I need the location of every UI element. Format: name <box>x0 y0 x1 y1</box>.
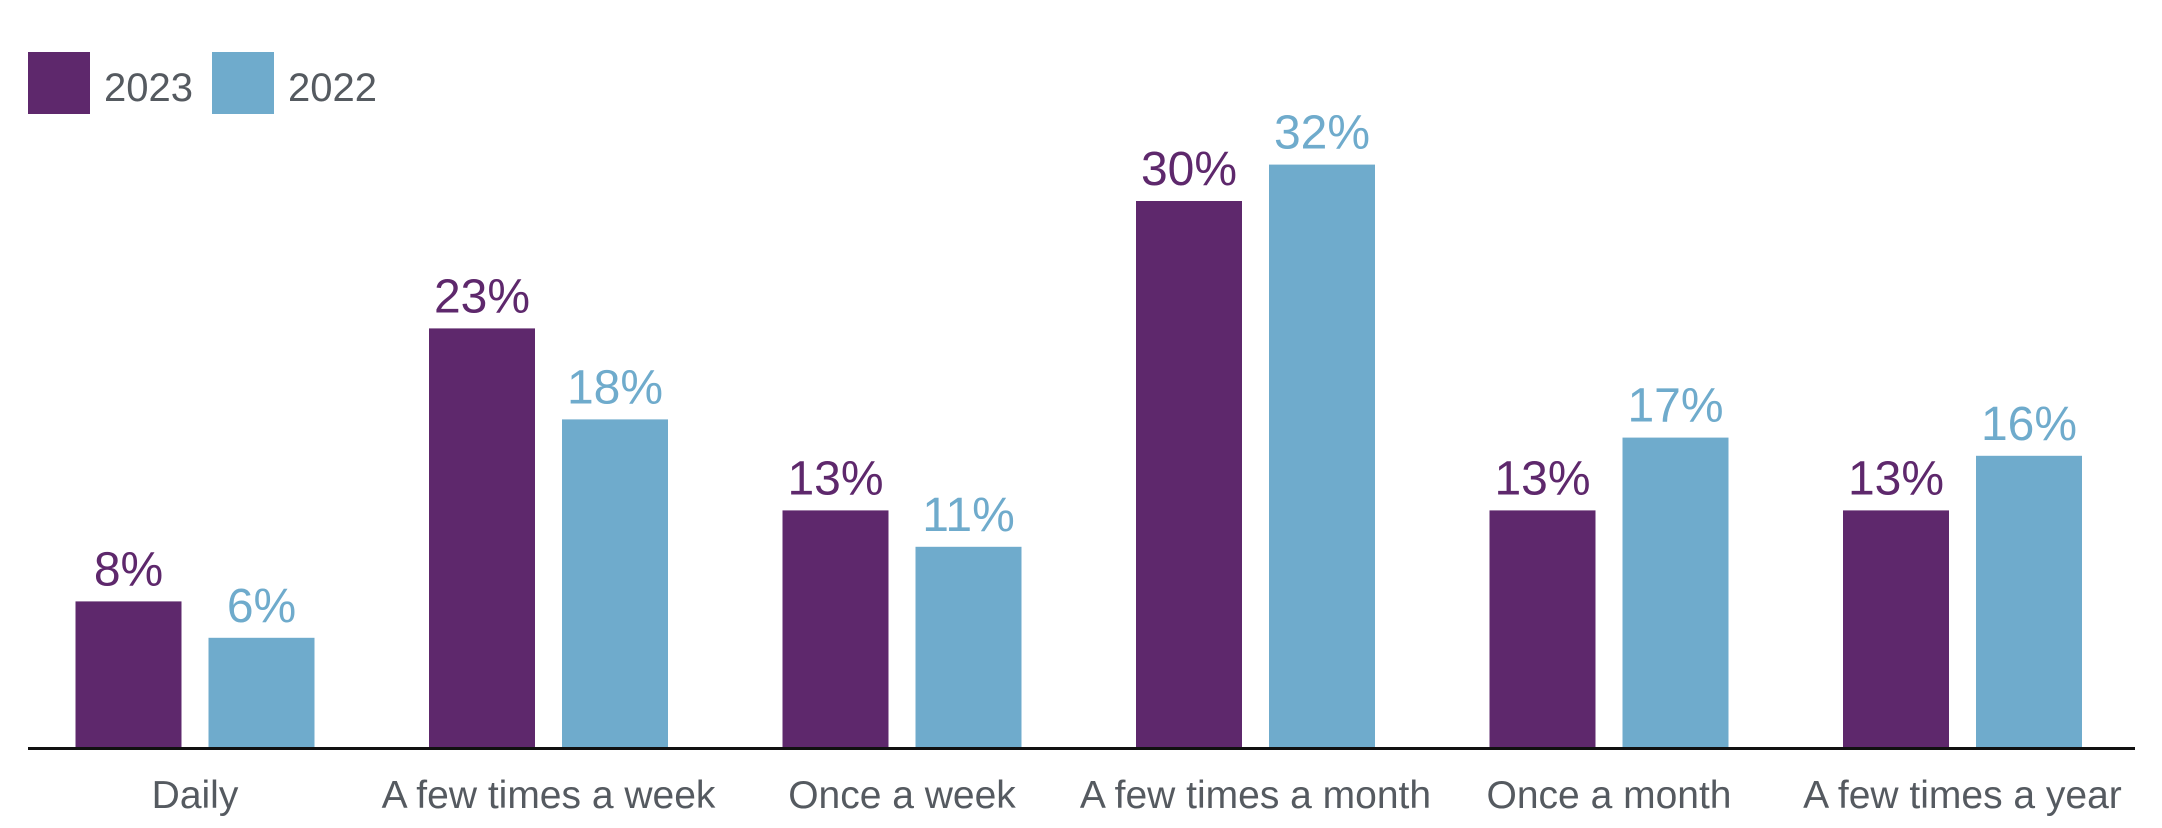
bar-2022-daily <box>208 637 315 747</box>
bar-2022-once-a-week <box>915 546 1022 747</box>
value-label-2023-a-few-times-a-year: 13% <box>1848 452 1944 505</box>
legend-label-2022: 2022 <box>288 66 377 110</box>
bar-2022-a-few-times-a-week <box>562 419 668 747</box>
legend: 2023 2022 <box>28 52 377 114</box>
value-label-2022-daily: 6% <box>227 580 296 633</box>
bar-2023-once-a-week <box>782 510 889 747</box>
legend-swatch-2022 <box>212 52 274 114</box>
x-tick-label-once-a-week: Once a week <box>788 774 1016 817</box>
x-tick-label-once-a-month: Once a month <box>1487 774 1732 817</box>
bars <box>75 164 2082 748</box>
legend-swatch-2023 <box>28 52 90 114</box>
value-label-2023-daily: 8% <box>94 543 163 596</box>
x-tick-label-a-few-times-a-year: A few times a year <box>1803 774 2122 817</box>
bar-2023-daily <box>75 601 182 747</box>
legend-label-2023: 2023 <box>104 66 193 110</box>
x-axis-tick-labels: Daily A few times a week Once a week A few … <box>152 774 2122 817</box>
x-tick-label-a-few-times-a-week: A few times a week <box>382 774 716 817</box>
value-label-2022-once-a-week: 11% <box>922 489 1015 542</box>
bar-2022-a-few-times-a-month <box>1269 164 1375 748</box>
value-label-2023-once-a-month: 13% <box>1494 452 1590 505</box>
bar-2022-once-a-month <box>1622 437 1729 747</box>
value-label-2023-a-few-times-a-week: 23% <box>434 270 530 323</box>
bar-2023-a-few-times-a-month <box>1136 201 1242 747</box>
value-label-2022-a-few-times-a-month: 32% <box>1274 107 1370 160</box>
bar-2022-a-few-times-a-year <box>1976 455 2082 747</box>
value-labels: 8% 6% 23% 18% 13% 11% 30% 32% 13% 17% 13% 16% <box>94 107 2077 633</box>
value-label-2022-a-few-times-a-week: 18% <box>567 361 663 414</box>
bar-2023-a-few-times-a-week <box>429 328 535 747</box>
value-label-2022-a-few-times-a-year: 16% <box>1981 398 2077 451</box>
value-label-2022-once-a-month: 17% <box>1627 380 1723 433</box>
x-tick-label-a-few-times-a-month: A few times a month <box>1080 774 1431 817</box>
value-label-2023-once-a-week: 13% <box>787 452 883 505</box>
value-label-2023-a-few-times-a-month: 30% <box>1141 143 1237 196</box>
x-tick-label-daily: Daily <box>152 774 239 817</box>
bar-2023-once-a-month <box>1489 510 1596 747</box>
bar-2023-a-few-times-a-year <box>1843 510 1949 747</box>
